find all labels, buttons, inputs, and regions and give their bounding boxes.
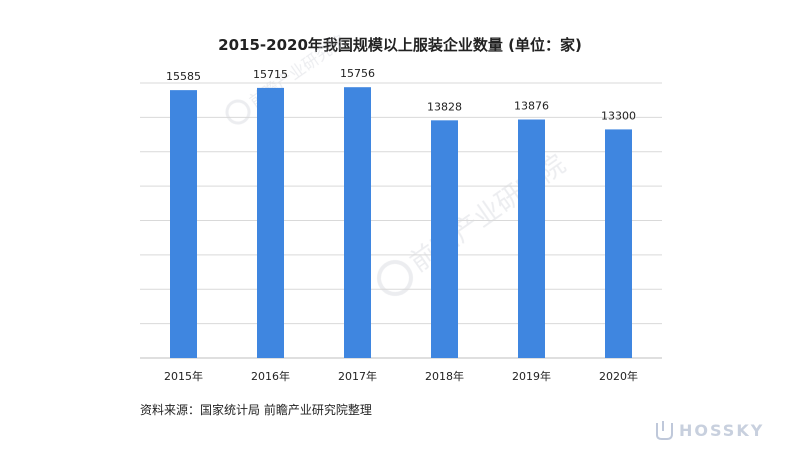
x-tick-label: 2017年 [338,369,377,383]
bars [170,87,632,358]
x-tick-label: 2016年 [251,369,290,383]
hossky-logo-icon [656,423,673,440]
hossky-logo: HOSSKY [656,421,764,440]
x-tick-label: 2018年 [425,369,464,383]
x-tick-label: 2015年 [164,369,203,383]
source-note: 资料来源：国家统计局 前瞻产业研究院整理 [140,403,372,417]
data-label: 13828 [427,100,462,113]
bar-2018年 [431,120,458,358]
x-tick-labels: 2015年 2016年 2017年 2018年 2019年 2020年 [164,369,638,383]
data-label: 15715 [253,68,288,81]
bar-2019年 [518,119,545,358]
gridlines [140,82,662,359]
bar-2020年 [605,129,632,358]
x-tick-label: 2019年 [512,369,551,383]
data-label: 15585 [166,70,201,83]
bar-2016年 [257,87,284,358]
bar-2017年 [344,87,371,358]
data-label: 13300 [601,109,636,122]
hossky-logo-text: HOSSKY [679,421,764,440]
x-tick-label: 2020年 [599,369,638,383]
data-labels: 15585 15715 15756 13828 13876 13300 [166,67,636,122]
bar-chart: 15585 15715 15756 13828 13876 13300 2015年 2016… [140,67,662,383]
bar-2015年 [170,90,197,358]
data-label: 13876 [514,100,549,113]
data-label: 15756 [340,67,375,80]
chart-title: 2015-2020年我国规模以上服装企业数量 (单位：家) [218,36,582,54]
